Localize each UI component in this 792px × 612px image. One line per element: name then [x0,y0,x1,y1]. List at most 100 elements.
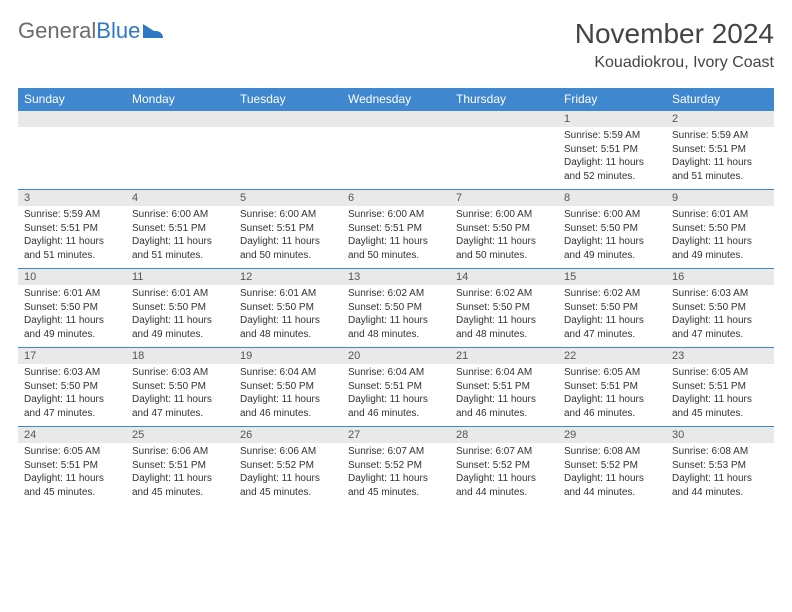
day-number: 13 [342,269,450,285]
daylight-text: Daylight: 11 hours and 47 minutes. [24,393,120,420]
week-row: 24252627282930Sunrise: 6:05 AMSunset: 5:… [18,426,774,505]
daylight-text: Daylight: 11 hours and 44 minutes. [672,472,768,499]
day-detail: Sunrise: 5:59 AMSunset: 5:51 PMDaylight:… [558,127,666,189]
day-detail: Sunrise: 6:04 AMSunset: 5:50 PMDaylight:… [234,364,342,426]
day-detail: Sunrise: 6:00 AMSunset: 5:51 PMDaylight:… [126,206,234,268]
sunset-text: Sunset: 5:51 PM [672,143,768,157]
sunset-text: Sunset: 5:50 PM [24,301,120,315]
day-number: 20 [342,348,450,364]
sunrise-text: Sunrise: 6:06 AM [132,445,228,459]
day-detail: Sunrise: 6:05 AMSunset: 5:51 PMDaylight:… [18,443,126,505]
sunrise-text: Sunrise: 6:00 AM [564,208,660,222]
sunrise-text: Sunrise: 6:07 AM [456,445,552,459]
sunrise-text: Sunrise: 6:02 AM [456,287,552,301]
weekday-header: Monday [126,88,234,110]
sunrise-text: Sunrise: 6:01 AM [672,208,768,222]
title-block: November 2024 Kouadiokrou, Ivory Coast [575,18,774,72]
day-number: 29 [558,427,666,443]
day-detail: Sunrise: 6:07 AMSunset: 5:52 PMDaylight:… [342,443,450,505]
daylight-text: Daylight: 11 hours and 44 minutes. [456,472,552,499]
daylight-text: Daylight: 11 hours and 45 minutes. [348,472,444,499]
sunset-text: Sunset: 5:50 PM [672,301,768,315]
sunrise-text: Sunrise: 6:08 AM [564,445,660,459]
sunset-text: Sunset: 5:51 PM [240,222,336,236]
day-detail [342,127,450,189]
sunrise-text: Sunrise: 6:06 AM [240,445,336,459]
sunset-text: Sunset: 5:50 PM [564,222,660,236]
day-number [126,111,234,127]
sunrise-text: Sunrise: 6:04 AM [348,366,444,380]
day-number: 27 [342,427,450,443]
sunset-text: Sunset: 5:52 PM [240,459,336,473]
calendar-grid: Sunday Monday Tuesday Wednesday Thursday… [18,88,774,505]
day-detail: Sunrise: 6:00 AMSunset: 5:50 PMDaylight:… [558,206,666,268]
day-detail: Sunrise: 6:06 AMSunset: 5:52 PMDaylight:… [234,443,342,505]
weeks-holder: 12Sunrise: 5:59 AMSunset: 5:51 PMDayligh… [18,110,774,505]
daylight-text: Daylight: 11 hours and 47 minutes. [564,314,660,341]
sunrise-text: Sunrise: 6:04 AM [240,366,336,380]
brand-mark-icon [143,24,165,38]
week-row: 3456789Sunrise: 5:59 AMSunset: 5:51 PMDa… [18,189,774,268]
day-number: 25 [126,427,234,443]
sunrise-text: Sunrise: 6:07 AM [348,445,444,459]
brand-part2: Blue [96,18,140,44]
calendar-page: GeneralBlue November 2024 Kouadiokrou, I… [0,0,792,515]
header: GeneralBlue November 2024 Kouadiokrou, I… [18,18,774,72]
daylight-text: Daylight: 11 hours and 49 minutes. [24,314,120,341]
day-number [450,111,558,127]
day-detail: Sunrise: 6:02 AMSunset: 5:50 PMDaylight:… [450,285,558,347]
day-detail: Sunrise: 6:01 AMSunset: 5:50 PMDaylight:… [666,206,774,268]
day-detail [18,127,126,189]
daylight-text: Daylight: 11 hours and 45 minutes. [672,393,768,420]
daylight-text: Daylight: 11 hours and 48 minutes. [240,314,336,341]
day-detail: Sunrise: 6:03 AMSunset: 5:50 PMDaylight:… [126,364,234,426]
daylight-text: Daylight: 11 hours and 46 minutes. [456,393,552,420]
sunset-text: Sunset: 5:50 PM [564,301,660,315]
day-number: 10 [18,269,126,285]
day-number: 5 [234,190,342,206]
daylight-text: Daylight: 11 hours and 48 minutes. [348,314,444,341]
sunrise-text: Sunrise: 6:01 AM [132,287,228,301]
sunset-text: Sunset: 5:50 PM [456,301,552,315]
day-number: 18 [126,348,234,364]
day-detail: Sunrise: 6:02 AMSunset: 5:50 PMDaylight:… [342,285,450,347]
day-detail: Sunrise: 6:02 AMSunset: 5:50 PMDaylight:… [558,285,666,347]
brand-logo: GeneralBlue [18,18,165,44]
day-detail: Sunrise: 6:03 AMSunset: 5:50 PMDaylight:… [18,364,126,426]
day-detail: Sunrise: 6:00 AMSunset: 5:51 PMDaylight:… [342,206,450,268]
sunset-text: Sunset: 5:52 PM [348,459,444,473]
sunset-text: Sunset: 5:51 PM [132,222,228,236]
sunset-text: Sunset: 5:50 PM [240,301,336,315]
day-number: 30 [666,427,774,443]
day-number: 1 [558,111,666,127]
weekday-header: Sunday [18,88,126,110]
sunset-text: Sunset: 5:50 PM [132,380,228,394]
sunrise-text: Sunrise: 6:05 AM [672,366,768,380]
day-number: 7 [450,190,558,206]
sunrise-text: Sunrise: 6:03 AM [132,366,228,380]
weekday-header: Wednesday [342,88,450,110]
day-detail: Sunrise: 6:03 AMSunset: 5:50 PMDaylight:… [666,285,774,347]
daylight-text: Daylight: 11 hours and 46 minutes. [348,393,444,420]
day-number: 8 [558,190,666,206]
daylight-text: Daylight: 11 hours and 46 minutes. [564,393,660,420]
sunset-text: Sunset: 5:51 PM [24,222,120,236]
day-number: 4 [126,190,234,206]
day-detail: Sunrise: 6:00 AMSunset: 5:50 PMDaylight:… [450,206,558,268]
sunrise-text: Sunrise: 6:05 AM [24,445,120,459]
daylight-text: Daylight: 11 hours and 47 minutes. [132,393,228,420]
day-number: 14 [450,269,558,285]
day-number: 11 [126,269,234,285]
daylight-text: Daylight: 11 hours and 49 minutes. [672,235,768,262]
week-row: 10111213141516Sunrise: 6:01 AMSunset: 5:… [18,268,774,347]
daylight-text: Daylight: 11 hours and 50 minutes. [348,235,444,262]
day-detail: Sunrise: 6:08 AMSunset: 5:52 PMDaylight:… [558,443,666,505]
sunrise-text: Sunrise: 6:04 AM [456,366,552,380]
day-number: 24 [18,427,126,443]
day-number: 16 [666,269,774,285]
day-number [18,111,126,127]
day-number: 22 [558,348,666,364]
day-number: 26 [234,427,342,443]
day-detail [450,127,558,189]
sunrise-text: Sunrise: 6:00 AM [132,208,228,222]
